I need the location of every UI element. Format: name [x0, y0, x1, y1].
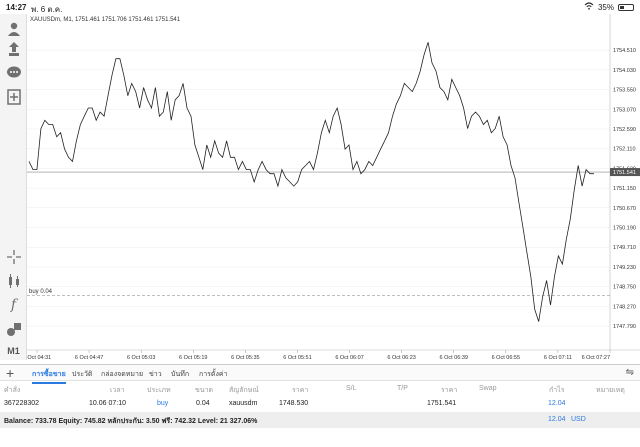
x-tick-label: 6 Oct 05:03 [127, 355, 155, 361]
account-summary: Balance: 733.78 Equity: 745.82 หลักประกั… [0, 412, 640, 428]
cell-open-price: 1748.530 [279, 400, 309, 407]
status-bar: 14:27 พ. 6 ต.ค. 35% [0, 0, 640, 14]
cell-time: 10.06 07:10 [89, 400, 126, 407]
x-tick-label: 6 Oct 06:39 [440, 355, 468, 361]
bid-price-box [610, 168, 640, 177]
y-tick-label: 1747.790 [613, 324, 636, 330]
x-tick-label: 6 Oct 04:47 [75, 355, 103, 361]
col-current-price: ราคา [441, 387, 458, 394]
summary-text: Balance: 733.78 Equity: 745.82 หลักประกั… [4, 418, 258, 425]
col-price: ราคา [292, 387, 309, 394]
col-sl: S/L [346, 385, 357, 392]
chat-icon[interactable] [3, 62, 24, 83]
col-comment: หมายเหตุ [596, 387, 625, 394]
x-tick-label: 6 Oct 06:55 [492, 355, 520, 361]
col-order: คำสั่ง [4, 387, 21, 394]
x-tick-label: 6 Oct 06:23 [387, 355, 415, 361]
table-row[interactable]: 367228302 10.06 07:10 buy 0.04 xauusdm 1… [0, 396, 640, 412]
tab-history[interactable]: ประวัติ [72, 371, 93, 378]
battery-icon [618, 3, 634, 11]
y-tick-label: 1752.110 [613, 147, 636, 153]
layout-icon[interactable]: ⇋ [625, 367, 634, 378]
cell-current-price: 1751.541 [427, 400, 457, 407]
col-size: ขนาด [195, 387, 214, 394]
timeframe-label: M1 [7, 345, 20, 356]
cell-order: 367228302 [4, 400, 40, 407]
cell-size: 0.04 [196, 400, 210, 407]
cell-symbol: xauusdm [229, 400, 258, 407]
price-chart[interactable]: 1754.510 1754.030 1753.550 1753.070 1752.590… [27, 14, 640, 364]
date: พ. 6 ต.ค. [31, 5, 63, 14]
col-symbol: สัญลักษณ์ [229, 387, 259, 394]
tab-journal[interactable]: บันทึก [171, 371, 190, 378]
x-tick-label: 6 Oct 04:31 [27, 355, 51, 361]
y-tick-label: 1754.030 [613, 68, 636, 74]
candles-icon[interactable] [3, 270, 24, 291]
account-icon[interactable] [3, 18, 24, 39]
wifi-icon [584, 2, 594, 12]
y-tick-label: 1750.190 [613, 226, 636, 232]
crosshair-icon[interactable] [3, 246, 24, 267]
terminal-tabs: + การซื้อขาย ประวัติ กล่องจดหมาย ข่าว บั… [0, 364, 640, 384]
clock: 14:27 [6, 3, 27, 12]
tab-mailbox[interactable]: กล่องจดหมาย [101, 371, 144, 378]
col-time: เวลา [110, 387, 125, 394]
bid-price-text: 1751.541 [613, 170, 636, 176]
status-right: 35% [584, 2, 634, 12]
y-tick-label: 1753.070 [613, 107, 636, 113]
y-tick-label: 1749.230 [613, 265, 636, 271]
y-tick-label: 1748.270 [613, 304, 636, 310]
y-tick-label: 1748.750 [613, 285, 636, 291]
y-tick-label: 1754.510 [613, 48, 636, 54]
trade-arrows-icon[interactable] [3, 38, 24, 59]
battery-percent: 35% [597, 2, 614, 12]
col-tp: T/P [397, 385, 408, 392]
x-tick-label: 6 Oct 07:11 [544, 355, 572, 361]
x-tick-label: 6 Oct 05:19 [179, 355, 207, 361]
x-tick-label: 6 Oct 06:07 [335, 355, 363, 361]
col-swap: Swap [479, 385, 497, 392]
col-type: ประเภท [147, 387, 171, 394]
objects-icon[interactable] [3, 318, 24, 339]
cell-profit: 12.04 [548, 400, 566, 407]
tab-settings[interactable]: การตั้งค่า [199, 371, 228, 378]
new-order-button[interactable]: + [6, 365, 15, 381]
price-line [28, 42, 594, 322]
x-tick-label: 6 Oct 05:35 [231, 355, 259, 361]
x-tick-label: 6 Oct 07:27 [582, 355, 610, 361]
add-chart-icon[interactable] [3, 86, 24, 107]
symbol-info: XAUUSDm, M1, 1751.461 1751.706 1751.461 … [30, 17, 181, 23]
y-tick-label: 1752.590 [613, 127, 636, 133]
total-profit: 12.04 [548, 416, 566, 423]
cell-type: buy [157, 400, 169, 407]
chart-background [27, 14, 640, 364]
y-tick-label: 1750.670 [613, 206, 636, 212]
chart-canvas: 1754.510 1754.030 1753.550 1753.070 1752.590… [27, 14, 640, 364]
x-tick-label: 6 Oct 05:51 [283, 355, 311, 361]
tab-trade[interactable]: การซื้อขาย [32, 369, 66, 384]
y-tick-label: 1749.710 [613, 245, 636, 251]
left-toolbar: f M1 [0, 14, 27, 360]
buy-order-label[interactable]: buy 0.04 [29, 288, 53, 295]
col-profit: กำไร [549, 387, 565, 394]
indicators-icon[interactable]: f [10, 296, 17, 313]
y-tick-label: 1753.550 [613, 88, 636, 94]
timeframe-button[interactable]: M1 [3, 340, 24, 361]
table-header: คำสั่ง เวลา ประเภท ขนาด สัญลักษณ์ ราคา S… [0, 381, 640, 396]
y-tick-label: 1751.150 [613, 186, 636, 192]
tab-news[interactable]: ข่าว [149, 371, 162, 378]
currency: USD [571, 416, 586, 423]
